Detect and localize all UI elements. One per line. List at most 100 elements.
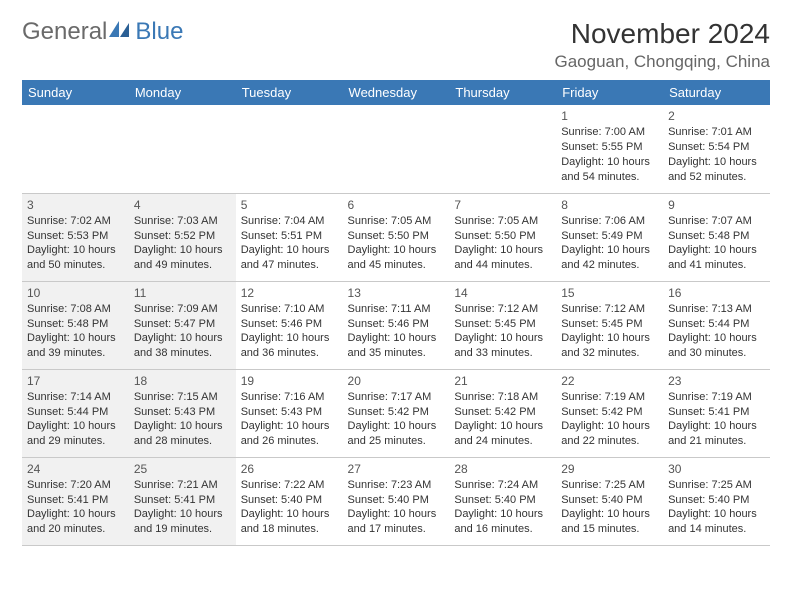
day-number: 20 <box>348 373 445 389</box>
calendar-cell: 14Sunrise: 7:12 AMSunset: 5:45 PMDayligh… <box>449 281 556 369</box>
daylight-text: Daylight: 10 hours and 49 minutes. <box>134 243 231 273</box>
day-number: 13 <box>348 285 445 301</box>
sunset-text: Sunset: 5:42 PM <box>561 405 658 420</box>
day-number: 26 <box>241 461 338 477</box>
sunrise-text: Sunrise: 7:18 AM <box>454 390 551 405</box>
weekday-header: Sunday <box>22 80 129 105</box>
logo-text-1: General <box>22 18 107 46</box>
sunset-text: Sunset: 5:41 PM <box>134 493 231 508</box>
sunset-text: Sunset: 5:55 PM <box>561 140 658 155</box>
sunset-text: Sunset: 5:50 PM <box>454 229 551 244</box>
daylight-text: Daylight: 10 hours and 22 minutes. <box>561 419 658 449</box>
day-number: 2 <box>668 108 765 124</box>
day-number: 10 <box>27 285 124 301</box>
sunrise-text: Sunrise: 7:12 AM <box>454 302 551 317</box>
logo-text-2: Blue <box>135 18 183 46</box>
sunset-text: Sunset: 5:45 PM <box>454 317 551 332</box>
day-info: Sunrise: 7:12 AMSunset: 5:45 PMDaylight:… <box>561 302 658 361</box>
sunrise-text: Sunrise: 7:03 AM <box>134 214 231 229</box>
calendar-cell: 7Sunrise: 7:05 AMSunset: 5:50 PMDaylight… <box>449 193 556 281</box>
daylight-text: Daylight: 10 hours and 38 minutes. <box>134 331 231 361</box>
day-info: Sunrise: 7:15 AMSunset: 5:43 PMDaylight:… <box>134 390 231 449</box>
sunset-text: Sunset: 5:44 PM <box>27 405 124 420</box>
weekday-header: Tuesday <box>236 80 343 105</box>
sunrise-text: Sunrise: 7:10 AM <box>241 302 338 317</box>
day-number: 4 <box>134 197 231 213</box>
day-number: 11 <box>134 285 231 301</box>
calendar-row: 17Sunrise: 7:14 AMSunset: 5:44 PMDayligh… <box>22 369 770 457</box>
weekday-header-row: Sunday Monday Tuesday Wednesday Thursday… <box>22 80 770 105</box>
calendar-cell <box>449 105 556 193</box>
day-info: Sunrise: 7:25 AMSunset: 5:40 PMDaylight:… <box>668 478 765 537</box>
daylight-text: Daylight: 10 hours and 33 minutes. <box>454 331 551 361</box>
header: General Blue November 2024 Gaoguan, Chon… <box>22 18 770 72</box>
sunset-text: Sunset: 5:46 PM <box>348 317 445 332</box>
sunset-text: Sunset: 5:44 PM <box>668 317 765 332</box>
daylight-text: Daylight: 10 hours and 52 minutes. <box>668 155 765 185</box>
day-info: Sunrise: 7:05 AMSunset: 5:50 PMDaylight:… <box>454 214 551 273</box>
day-number: 22 <box>561 373 658 389</box>
daylight-text: Daylight: 10 hours and 54 minutes. <box>561 155 658 185</box>
day-number: 24 <box>27 461 124 477</box>
day-number: 30 <box>668 461 765 477</box>
day-number: 6 <box>348 197 445 213</box>
daylight-text: Daylight: 10 hours and 14 minutes. <box>668 507 765 537</box>
sunrise-text: Sunrise: 7:23 AM <box>348 478 445 493</box>
day-info: Sunrise: 7:23 AMSunset: 5:40 PMDaylight:… <box>348 478 445 537</box>
day-info: Sunrise: 7:16 AMSunset: 5:43 PMDaylight:… <box>241 390 338 449</box>
calendar-row: 3Sunrise: 7:02 AMSunset: 5:53 PMDaylight… <box>22 193 770 281</box>
calendar-cell: 16Sunrise: 7:13 AMSunset: 5:44 PMDayligh… <box>663 281 770 369</box>
calendar-cell: 12Sunrise: 7:10 AMSunset: 5:46 PMDayligh… <box>236 281 343 369</box>
sunrise-text: Sunrise: 7:19 AM <box>561 390 658 405</box>
calendar-cell: 9Sunrise: 7:07 AMSunset: 5:48 PMDaylight… <box>663 193 770 281</box>
daylight-text: Daylight: 10 hours and 50 minutes. <box>27 243 124 273</box>
sunrise-text: Sunrise: 7:05 AM <box>348 214 445 229</box>
calendar-cell: 6Sunrise: 7:05 AMSunset: 5:50 PMDaylight… <box>343 193 450 281</box>
sunset-text: Sunset: 5:41 PM <box>27 493 124 508</box>
sunset-text: Sunset: 5:47 PM <box>134 317 231 332</box>
sunrise-text: Sunrise: 7:05 AM <box>454 214 551 229</box>
daylight-text: Daylight: 10 hours and 30 minutes. <box>668 331 765 361</box>
sunset-text: Sunset: 5:54 PM <box>668 140 765 155</box>
sunset-text: Sunset: 5:53 PM <box>27 229 124 244</box>
day-number: 23 <box>668 373 765 389</box>
sunrise-text: Sunrise: 7:13 AM <box>668 302 765 317</box>
daylight-text: Daylight: 10 hours and 32 minutes. <box>561 331 658 361</box>
daylight-text: Daylight: 10 hours and 21 minutes. <box>668 419 765 449</box>
day-info: Sunrise: 7:04 AMSunset: 5:51 PMDaylight:… <box>241 214 338 273</box>
sunrise-text: Sunrise: 7:20 AM <box>27 478 124 493</box>
calendar-cell: 24Sunrise: 7:20 AMSunset: 5:41 PMDayligh… <box>22 457 129 545</box>
day-number: 9 <box>668 197 765 213</box>
sunrise-text: Sunrise: 7:07 AM <box>668 214 765 229</box>
daylight-text: Daylight: 10 hours and 45 minutes. <box>348 243 445 273</box>
day-number: 29 <box>561 461 658 477</box>
day-info: Sunrise: 7:06 AMSunset: 5:49 PMDaylight:… <box>561 214 658 273</box>
day-number: 16 <box>668 285 765 301</box>
day-number: 27 <box>348 461 445 477</box>
daylight-text: Daylight: 10 hours and 19 minutes. <box>134 507 231 537</box>
calendar-cell: 11Sunrise: 7:09 AMSunset: 5:47 PMDayligh… <box>129 281 236 369</box>
weekday-header: Saturday <box>663 80 770 105</box>
day-info: Sunrise: 7:07 AMSunset: 5:48 PMDaylight:… <box>668 214 765 273</box>
daylight-text: Daylight: 10 hours and 24 minutes. <box>454 419 551 449</box>
sunset-text: Sunset: 5:48 PM <box>27 317 124 332</box>
sunrise-text: Sunrise: 7:09 AM <box>134 302 231 317</box>
sunset-text: Sunset: 5:40 PM <box>348 493 445 508</box>
sunrise-text: Sunrise: 7:04 AM <box>241 214 338 229</box>
calendar-table: Sunday Monday Tuesday Wednesday Thursday… <box>22 80 770 546</box>
daylight-text: Daylight: 10 hours and 47 minutes. <box>241 243 338 273</box>
day-info: Sunrise: 7:05 AMSunset: 5:50 PMDaylight:… <box>348 214 445 273</box>
calendar-cell: 2Sunrise: 7:01 AMSunset: 5:54 PMDaylight… <box>663 105 770 193</box>
daylight-text: Daylight: 10 hours and 26 minutes. <box>241 419 338 449</box>
sunset-text: Sunset: 5:50 PM <box>348 229 445 244</box>
weekday-header: Wednesday <box>343 80 450 105</box>
calendar-cell: 13Sunrise: 7:11 AMSunset: 5:46 PMDayligh… <box>343 281 450 369</box>
calendar-cell: 20Sunrise: 7:17 AMSunset: 5:42 PMDayligh… <box>343 369 450 457</box>
location-subtitle: Gaoguan, Chongqing, China <box>555 52 771 72</box>
sunset-text: Sunset: 5:45 PM <box>561 317 658 332</box>
sunrise-text: Sunrise: 7:02 AM <box>27 214 124 229</box>
sunrise-text: Sunrise: 7:14 AM <box>27 390 124 405</box>
daylight-text: Daylight: 10 hours and 25 minutes. <box>348 419 445 449</box>
day-number: 19 <box>241 373 338 389</box>
logo: General Blue <box>22 18 183 46</box>
